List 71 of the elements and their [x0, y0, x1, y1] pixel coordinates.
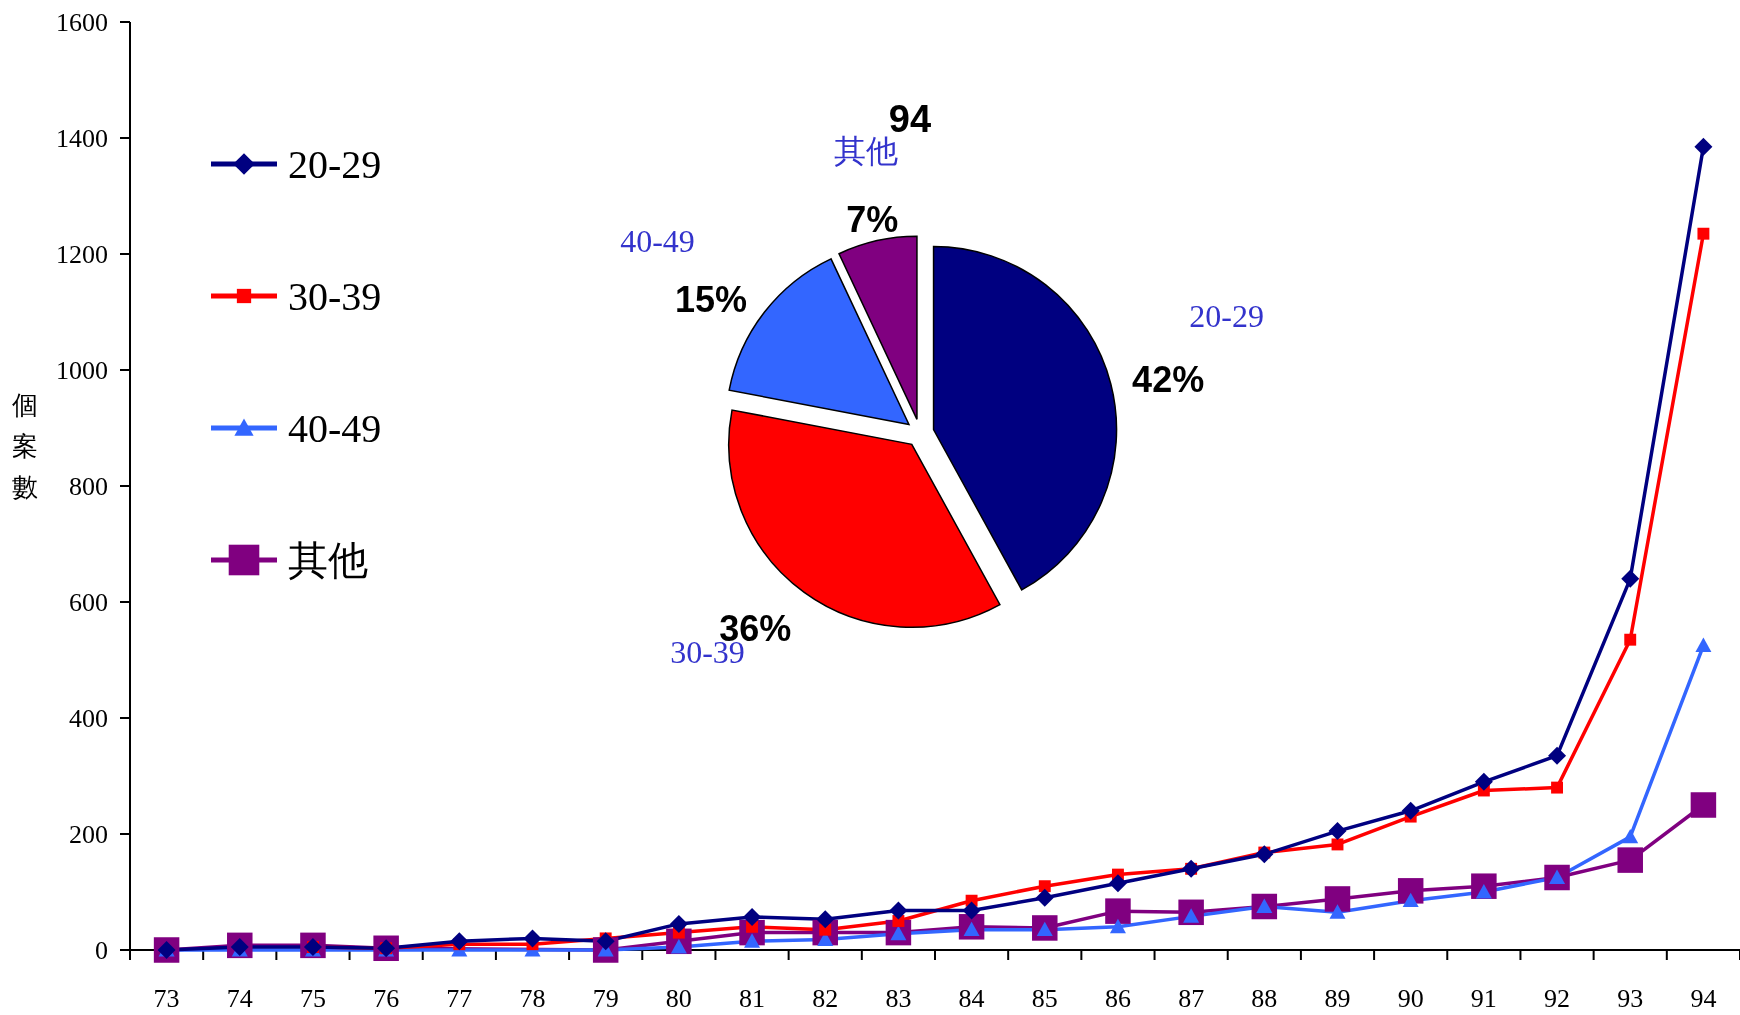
slice-label: 40-49: [620, 222, 695, 259]
point: [1329, 904, 1346, 919]
legend-label: 其他: [288, 538, 368, 583]
x-tick-label: 79: [592, 984, 619, 1013]
legend-label: 20-29: [288, 142, 382, 187]
point: [816, 910, 835, 929]
x-tick-label: 93: [1617, 984, 1644, 1013]
point: [1255, 845, 1274, 864]
x-tick-label: 75: [299, 984, 326, 1013]
data-label: 7%: [846, 199, 899, 241]
x-tick-label: 88: [1251, 984, 1278, 1013]
point: [1324, 886, 1351, 912]
x-tick-label: 74: [226, 984, 253, 1013]
point: [1402, 892, 1419, 908]
y-tick-label: 600: [69, 588, 108, 617]
point: [1474, 772, 1493, 791]
y-axis-title: 個案數: [12, 391, 38, 502]
point: [889, 901, 908, 920]
x-tick-label: 77: [446, 984, 473, 1013]
legend-label: 30-39: [288, 274, 382, 319]
data-label: 15%: [674, 278, 747, 320]
x-tick-label: 85: [1031, 984, 1058, 1013]
y-tick-label: 800: [69, 472, 108, 501]
point: [1331, 838, 1344, 851]
legend-label: 40-49: [288, 406, 382, 451]
point: [1624, 633, 1637, 646]
x-tick-label: 83: [885, 984, 912, 1013]
point: [1695, 637, 1712, 652]
point: [669, 914, 688, 933]
y-tick-label: 400: [69, 704, 108, 733]
point: [1694, 137, 1713, 156]
data-label: 42%: [1132, 358, 1205, 400]
slice-label: 20-29: [1189, 297, 1264, 334]
y-tick-label: 200: [69, 820, 108, 849]
x-tick-label: 76: [373, 984, 400, 1013]
x-tick-label: 81: [739, 984, 766, 1013]
point: [1690, 792, 1717, 818]
point: [1617, 847, 1643, 873]
x-tick-label: 82: [812, 984, 839, 1013]
point: [743, 907, 762, 926]
y-tick-label: 1600: [56, 8, 108, 37]
point: [1109, 918, 1126, 934]
point: [1105, 898, 1131, 924]
point: [962, 901, 981, 920]
point: [1035, 888, 1054, 907]
x-tick-label: 73: [153, 984, 180, 1013]
y-tick-label: 1000: [56, 356, 108, 385]
x-tick-label: 92: [1544, 984, 1571, 1013]
x-tick-label: 84: [958, 984, 985, 1013]
x-tick-label: 91: [1470, 984, 1497, 1013]
x-tick-label: 90: [1397, 984, 1424, 1013]
x-tick-label: 87: [1178, 984, 1205, 1013]
point: [1548, 746, 1567, 765]
point: [523, 929, 542, 948]
x-tick-label: 89: [1324, 984, 1351, 1013]
x-tick-label: 94: [1690, 984, 1717, 1013]
point: [1622, 828, 1639, 844]
x-tick-label: 80: [665, 984, 692, 1013]
x-tick-label: 78: [519, 984, 546, 1013]
point: [1551, 781, 1563, 794]
point: [1038, 880, 1051, 893]
point: [1621, 569, 1640, 588]
y-tick-label: 1400: [56, 124, 108, 153]
point: [1328, 822, 1347, 841]
y-tick-label: 1200: [56, 240, 108, 269]
point: [1108, 874, 1127, 893]
point: [1401, 801, 1420, 820]
point: [1697, 227, 1710, 240]
x-tick-label: 86: [1104, 984, 1131, 1013]
y-tick-label: 0: [95, 936, 108, 965]
point: [450, 932, 469, 951]
